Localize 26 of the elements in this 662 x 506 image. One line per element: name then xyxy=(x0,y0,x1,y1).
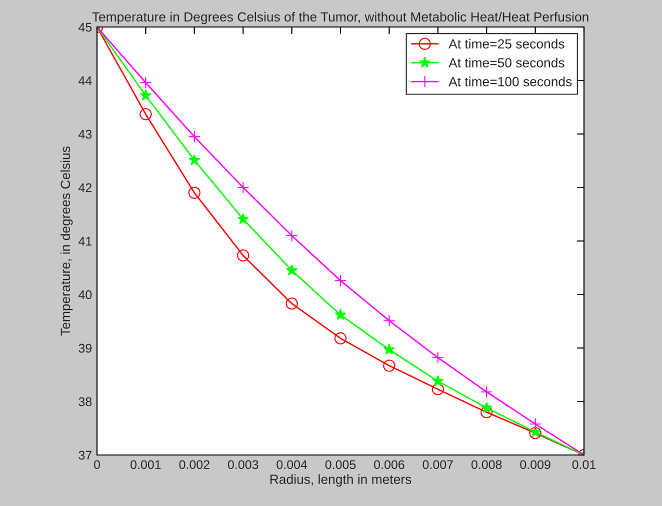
y-tick-label: 42 xyxy=(78,183,92,192)
x-tick-label: 0.003 xyxy=(228,460,258,470)
y-tick-label: 45 xyxy=(78,22,92,32)
x-tick-label: 0.007 xyxy=(422,460,453,470)
y-axis-title: Temperature, in degrees Celsius xyxy=(60,146,73,336)
x-tick-label: 0.006 xyxy=(374,460,404,470)
x-tick-label: 0 xyxy=(94,460,100,470)
y-tick-label: 43 xyxy=(78,130,92,139)
y-tick-label: 41 xyxy=(78,236,92,246)
x-tick-label: 0.001 xyxy=(130,460,161,470)
x-tick-label: 0.002 xyxy=(179,460,210,470)
y-tick-label: 44 xyxy=(78,76,92,86)
x-axis-title: Radius, length in meters xyxy=(270,474,412,487)
x-tick-label: 0.005 xyxy=(325,460,356,470)
legend-label: At time=100 seconds xyxy=(448,76,572,86)
x-tick-label: 0.009 xyxy=(520,460,550,470)
y-tick-label: 38 xyxy=(78,397,92,406)
legend-label: At time=25 seconds xyxy=(448,38,564,49)
x-tick-label: 0.004 xyxy=(276,460,308,470)
y-tick-label: 40 xyxy=(78,290,92,300)
x-tick-label: 0.008 xyxy=(471,460,502,470)
x-tick-label: 0.01 xyxy=(572,460,596,470)
y-tick-label: 37 xyxy=(78,450,92,460)
chart-title: Temperature in Degrees Celsius of the Tumor, without Metabolic Heat/Heat Perfusion xyxy=(92,12,588,24)
legend-label: At time=50 seconds xyxy=(448,58,564,68)
y-tick-label: 39 xyxy=(78,344,92,353)
